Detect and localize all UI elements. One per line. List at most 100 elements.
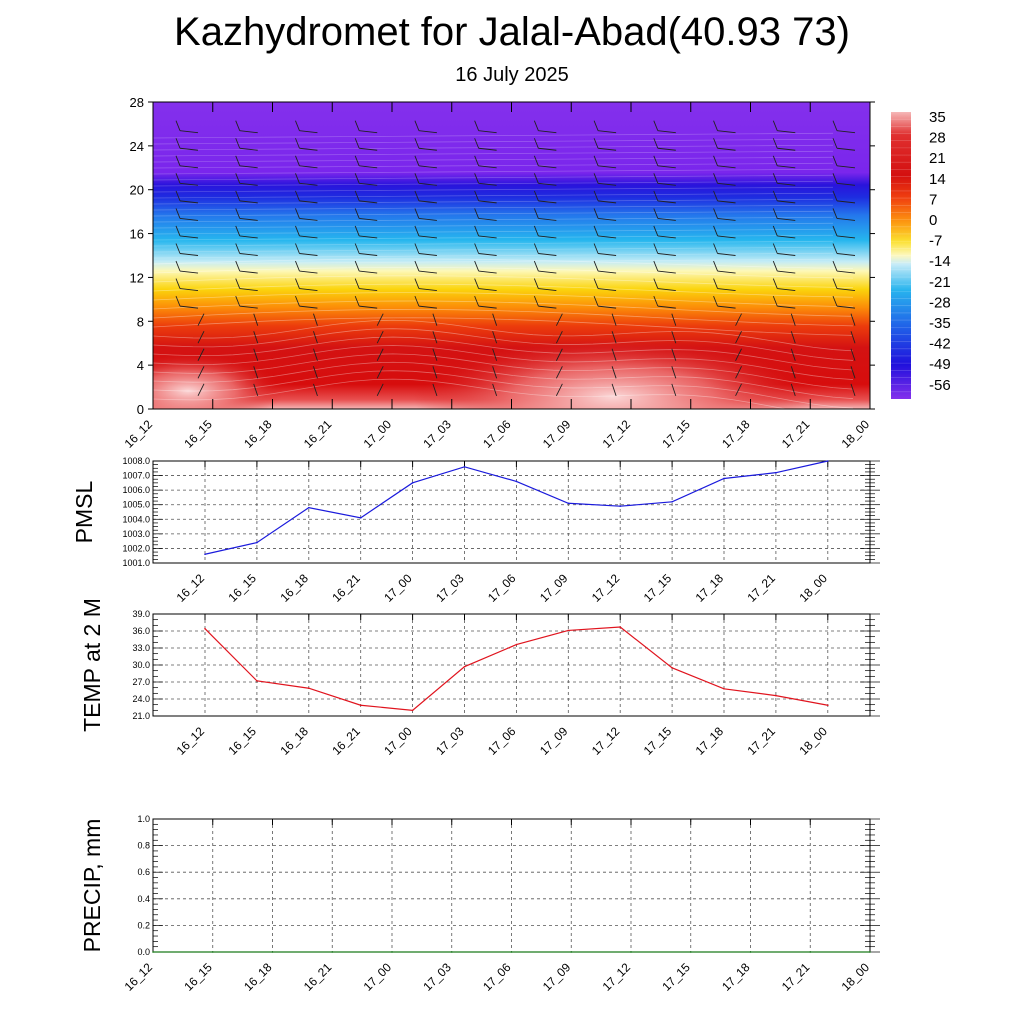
x-tick-label: 16_21 <box>301 417 335 451</box>
wind-barb <box>478 147 497 151</box>
wind-barb-flag <box>474 155 480 166</box>
wind-barb <box>313 313 318 326</box>
wind-barb <box>239 165 258 169</box>
wind-barb-flag <box>295 260 300 272</box>
wind-barb <box>717 165 736 169</box>
wind-barb-flag <box>175 138 181 149</box>
wind-barb <box>299 217 318 221</box>
data-point <box>211 951 214 953</box>
wind-barb <box>432 348 438 361</box>
wind-barb-flag <box>593 138 599 149</box>
wind-barb <box>179 305 199 309</box>
colorbar-label: -21 <box>929 274 951 291</box>
wind-barb-flag <box>593 278 599 289</box>
wind-barb-flag <box>474 225 480 237</box>
data-point <box>619 505 621 507</box>
wind-barb <box>836 217 856 221</box>
wind-barb <box>777 200 796 204</box>
wind-barb <box>253 366 259 379</box>
wind-barb-flag <box>533 173 539 184</box>
wind-barb <box>717 200 736 204</box>
contour-line <box>153 370 854 409</box>
y-tick-label: 1008.0 <box>122 456 150 466</box>
wind-barb <box>836 288 856 292</box>
wind-barb <box>657 253 676 256</box>
wind-barb <box>735 331 742 344</box>
x-tick-label: 17_03 <box>433 571 467 605</box>
wind-barb <box>197 348 205 361</box>
wind-barb-flag <box>653 295 659 307</box>
colorbar-label: -56 <box>929 377 951 394</box>
wind-barb <box>239 200 258 204</box>
wind-barb <box>478 165 497 169</box>
wind-barb-flag <box>533 278 539 289</box>
wind-barb <box>598 200 617 204</box>
x-tick-label: 17_18 <box>693 724 727 758</box>
colorbar-label: -42 <box>929 336 951 353</box>
wind-barb <box>598 288 617 292</box>
y-tick-label: 0 <box>137 402 144 417</box>
colorbar-label: 14 <box>929 171 946 188</box>
y-tick-label: 1005.0 <box>122 500 150 510</box>
contour-line <box>153 309 854 327</box>
wind-barb <box>777 288 796 292</box>
y-tick-label: 1.0 <box>137 814 150 824</box>
wind-barb-flag <box>713 155 718 166</box>
wind-barb-flag <box>832 138 838 149</box>
wind-barb-flag <box>354 208 360 219</box>
wind-barb <box>735 383 742 397</box>
x-tick-label: 17_21 <box>745 724 779 758</box>
x-tick-label: 17_09 <box>537 724 571 758</box>
wind-barb-flag <box>593 173 599 184</box>
x-tick-label: 16_15 <box>226 571 260 605</box>
y-tick-label: 21.0 <box>132 711 150 721</box>
x-tick-label: 17_12 <box>600 960 634 994</box>
wind-barb <box>418 305 437 309</box>
wind-barb <box>239 182 258 186</box>
wind-barb <box>598 217 617 221</box>
colorbar: 35 28 21 14 7 0 -7 -14 -21 -28 -35 -42 -49 -56 <box>891 109 951 399</box>
x-tick-label: 16_12 <box>122 960 156 994</box>
wind-barb-flag <box>354 243 360 254</box>
wind-barb-flag <box>593 120 599 131</box>
wind-barb <box>671 348 677 361</box>
wind-barb <box>777 305 796 309</box>
x-tick-label: 16_18 <box>241 417 275 451</box>
wind-barb-flag <box>653 208 659 219</box>
y-tick-label: 33.0 <box>132 643 150 653</box>
x-tick-label: 17_00 <box>381 724 415 758</box>
wind-barb <box>359 305 378 309</box>
data-point <box>515 643 518 646</box>
wind-barb-flag <box>533 155 539 166</box>
wind-barb-flag <box>593 243 599 254</box>
wind-barb-flag <box>772 155 778 166</box>
wind-barb <box>376 313 384 326</box>
wind-barb-flag <box>474 243 480 254</box>
colorbar-label: 21 <box>929 150 946 167</box>
contour-line <box>153 283 854 298</box>
wind-barb-flag <box>533 208 539 219</box>
wind-barb-flag <box>474 138 480 149</box>
wind-barb <box>359 217 378 221</box>
wind-barb <box>239 305 258 309</box>
wind-barb-flag <box>593 208 599 219</box>
wind-barb <box>418 235 437 239</box>
wind-barb-flag <box>832 208 838 219</box>
wind-barb <box>299 305 318 309</box>
wind-barb-flag <box>474 278 480 289</box>
wind-barb <box>239 253 258 256</box>
y-tick-label: 1007.0 <box>122 471 150 481</box>
wind-barb <box>418 253 437 256</box>
wind-barb <box>492 383 498 396</box>
data-point <box>515 480 518 483</box>
wind-barb-flag <box>414 278 420 289</box>
wind-barb <box>611 383 617 396</box>
wind-barb <box>179 270 199 274</box>
data-point <box>749 951 752 953</box>
wind-barb <box>538 165 557 169</box>
wind-barb-flag <box>354 138 360 149</box>
x-tick-label: 16_21 <box>301 960 335 994</box>
wind-barb <box>179 253 199 256</box>
wind-barb-flag <box>832 190 838 202</box>
